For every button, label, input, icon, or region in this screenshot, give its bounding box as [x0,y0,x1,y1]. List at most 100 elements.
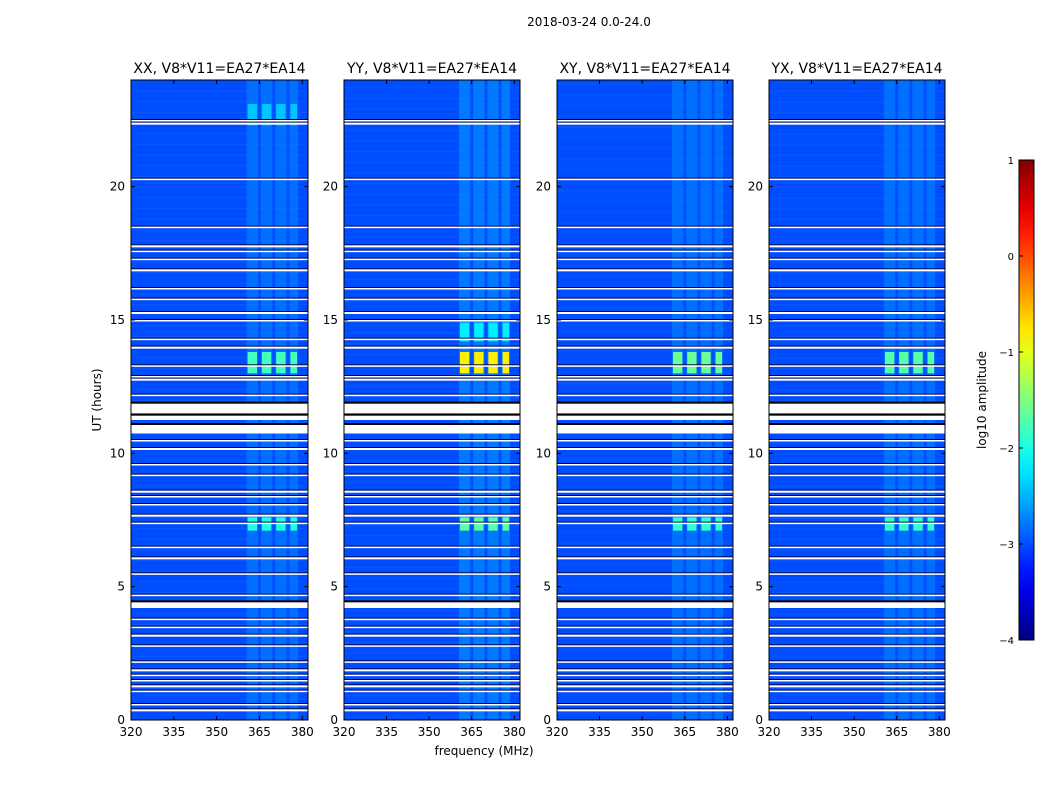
rfi-channel [898,80,910,720]
rfi-bright-block [261,104,272,126]
noise-row [769,197,945,199]
noise-row [131,570,308,572]
flagged-row [769,258,945,261]
dark-row [344,377,520,379]
dark-row [557,521,733,523]
flagged-block-edge [769,423,945,425]
noise-row [557,275,733,277]
colorbar-tick-label: −1 [999,348,1014,359]
flagged-block [557,414,733,420]
dark-row [344,364,520,366]
dark-row [557,319,733,320]
noise-row [131,528,308,529]
dark-row [769,364,945,366]
dark-row [557,377,733,379]
flagged-block [131,424,308,434]
flagged-row [131,394,308,397]
x-tick-label: 320 [120,725,143,739]
flagged-row [557,474,733,477]
rfi-bright-block [474,352,484,374]
flagged-row [557,645,733,647]
x-tick-label: 350 [843,725,866,739]
dark-row [131,439,308,440]
flagged-row [344,378,520,381]
flagged-row [769,464,945,466]
noise-row [131,165,308,167]
flagged-block-edge [344,401,520,404]
noise-row [769,453,945,455]
dark-row [557,249,733,251]
dark-row [769,495,945,496]
dark-row [131,375,308,376]
rfi-bright-block [488,352,498,374]
noise-row [557,489,733,491]
noise-row [131,357,308,359]
rfi-bright-block [474,322,484,342]
dark-row [557,545,733,547]
noise-row [131,218,308,220]
dark-row [557,287,733,288]
noise-row [557,318,733,320]
dark-row [131,244,308,246]
dark-row [131,337,308,339]
y-tick-label: 5 [543,580,551,594]
rfi-bright-block [459,322,470,342]
y-tick-label: 10 [110,446,125,460]
y-tick-label: 10 [536,446,551,460]
noise-row [557,457,733,459]
noise-row [769,357,945,359]
flagged-row [131,522,308,525]
flagged-row [344,645,520,647]
dark-row [769,119,945,120]
noise-row [769,112,945,114]
flagged-row [131,258,308,261]
dark-row [769,668,945,670]
flagged-row [131,250,308,253]
rfi-bright-block [290,352,298,374]
x-tick-label: 320 [546,725,569,739]
noise-row [131,208,308,209]
noise-row [557,585,733,587]
flagged-row [131,594,308,597]
flagged-row [344,496,520,498]
noise-row [769,592,945,594]
flagged-row [344,504,520,506]
flagged-row [344,440,520,442]
flagged-row [557,685,733,688]
flagged-row [557,320,733,322]
dark-row [344,679,520,680]
flagged-row [344,685,520,688]
panel-3: XY, V8*V11=EA27*EA14 320 335 350 365 380 0 5 10 1… [536,61,739,739]
flagged-row [344,122,520,125]
y-tick-label: 15 [110,313,125,327]
flagged-row [344,258,520,261]
dark-row [131,177,308,179]
dark-row [557,673,733,675]
dark-row [344,463,520,464]
dark-row [344,439,520,440]
dark-row [131,625,308,627]
noise-row [131,581,308,583]
dark-row [769,703,945,704]
colorbar-tick-label: −3 [999,540,1014,551]
dark-row [769,708,945,710]
dark-row [131,673,308,675]
flagged-block-edge [344,413,520,416]
dark-row [769,593,945,595]
flagged-row [344,557,520,560]
noise-row [769,165,945,167]
flagged-row [344,594,520,597]
flagged-row [769,474,945,477]
dark-row [769,287,945,288]
dark-row [557,345,733,347]
x-tick-label: 380 [503,725,526,739]
flagged-row [344,269,520,272]
flagged-row [769,378,945,381]
flagged-row [769,245,945,248]
dark-row [557,439,733,440]
dark-row [557,625,733,627]
flagged-row [557,594,733,597]
noise-row [769,485,945,487]
noise-row [344,471,520,473]
flagged-row [769,618,945,621]
